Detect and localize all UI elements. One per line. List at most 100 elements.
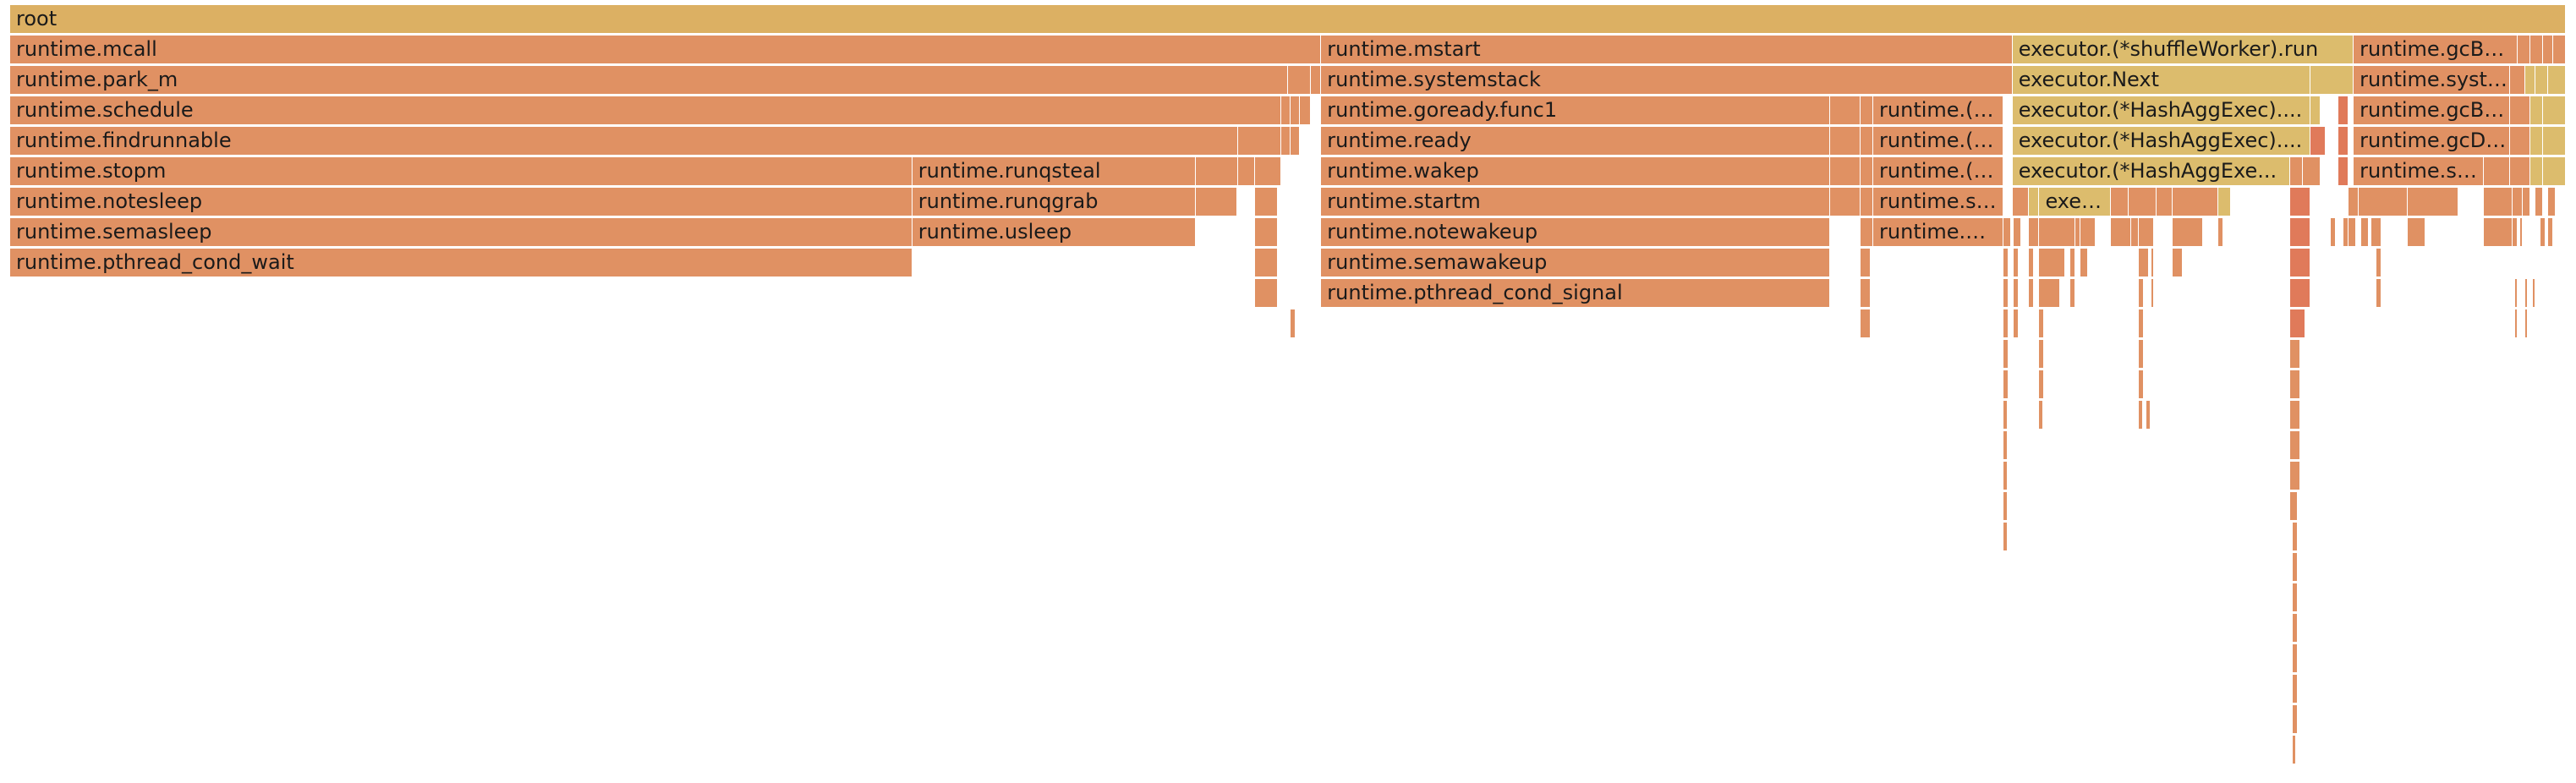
flame-frame-unlabeled[interactable] bbox=[2292, 614, 2298, 643]
flame-frame-unlabeled[interactable] bbox=[2129, 188, 2157, 216]
flame-frame-unlabeled[interactable] bbox=[1254, 188, 1278, 216]
flame-frame-unlabeled[interactable] bbox=[2524, 309, 2528, 338]
flame-frame-unlabeled[interactable] bbox=[2338, 96, 2349, 125]
flame-frame-unlabeled[interactable] bbox=[2151, 279, 2155, 308]
flame-frame-unlabeled[interactable] bbox=[2484, 218, 2513, 247]
flame-frame-unlabeled[interactable] bbox=[1299, 96, 1312, 125]
flame-frame[interactable]: runtime.s… bbox=[2354, 157, 2485, 186]
flame-frame-unlabeled[interactable] bbox=[1860, 188, 1874, 216]
flame-frame-unlabeled[interactable] bbox=[2552, 36, 2566, 64]
flame-frame-unlabeled[interactable] bbox=[2080, 218, 2096, 247]
flame-frame-unlabeled[interactable] bbox=[1860, 157, 1874, 186]
flame-frame[interactable]: root bbox=[10, 5, 2566, 34]
flame-frame-unlabeled[interactable] bbox=[2484, 157, 2510, 186]
flame-frame-unlabeled[interactable] bbox=[2535, 188, 2543, 216]
flame-frame-unlabeled[interactable] bbox=[2310, 96, 2321, 125]
flame-frame-unlabeled[interactable] bbox=[2542, 157, 2566, 186]
flame-frame-unlabeled[interactable] bbox=[1254, 218, 1278, 247]
flame-frame[interactable]: runtime.syst… bbox=[2354, 66, 2510, 95]
flame-frame[interactable]: runtime.usleep bbox=[912, 218, 1197, 247]
flame-frame-unlabeled[interactable] bbox=[2003, 279, 2009, 308]
flame-frame-unlabeled[interactable] bbox=[2484, 188, 2513, 216]
flame-frame-unlabeled[interactable] bbox=[1860, 96, 1874, 125]
flame-frame-unlabeled[interactable] bbox=[2310, 127, 2326, 156]
flame-frame-unlabeled[interactable] bbox=[2003, 492, 2008, 521]
flame-frame[interactable]: runtime.… bbox=[1873, 218, 2004, 247]
flame-frame-unlabeled[interactable] bbox=[2003, 370, 2009, 399]
flame-frame-unlabeled[interactable] bbox=[2535, 66, 2548, 95]
flame-frame[interactable]: runtime.schedule bbox=[10, 96, 1282, 125]
flame-frame-unlabeled[interactable] bbox=[2509, 157, 2530, 186]
flame-frame-unlabeled[interactable] bbox=[2289, 340, 2300, 369]
flame-frame-unlabeled[interactable] bbox=[2218, 218, 2224, 247]
flame-frame-unlabeled[interactable] bbox=[2376, 249, 2382, 277]
flame-frame-unlabeled[interactable] bbox=[2361, 218, 2370, 247]
flame-frame-unlabeled[interactable] bbox=[2349, 188, 2360, 216]
flame-frame-unlabeled[interactable] bbox=[1829, 188, 1861, 216]
flame-frame-unlabeled[interactable] bbox=[2039, 218, 2075, 247]
flame-frame-unlabeled[interactable] bbox=[2080, 249, 2088, 277]
flame-frame-unlabeled[interactable] bbox=[2172, 188, 2218, 216]
flame-frame-unlabeled[interactable] bbox=[2542, 96, 2566, 125]
flame-frame-unlabeled[interactable] bbox=[2111, 218, 2132, 247]
flame-frame[interactable]: runtime.(… bbox=[1873, 157, 2004, 186]
flame-frame-unlabeled[interactable] bbox=[2524, 66, 2535, 95]
flame-frame-unlabeled[interactable] bbox=[2139, 279, 2145, 308]
flame-frame-unlabeled[interactable] bbox=[1860, 218, 1874, 247]
flame-frame[interactable]: runtime.notesleep bbox=[10, 188, 913, 216]
flame-frame[interactable]: runtime.park_m bbox=[10, 66, 1288, 95]
flame-frame-unlabeled[interactable] bbox=[2376, 279, 2382, 308]
flame-frame-unlabeled[interactable] bbox=[1254, 157, 1282, 186]
flame-frame[interactable]: runtime.mstart bbox=[1321, 36, 2013, 64]
flame-frame-unlabeled[interactable] bbox=[2029, 218, 2040, 247]
flame-frame-unlabeled[interactable] bbox=[2029, 188, 2040, 216]
flame-frame[interactable]: runtime.notewakeup bbox=[1321, 218, 1830, 247]
flame-frame-unlabeled[interactable] bbox=[2349, 218, 2357, 247]
flame-frame-unlabeled[interactable] bbox=[2003, 401, 2008, 430]
flame-frame-unlabeled[interactable] bbox=[2289, 370, 2300, 399]
flame-frame-unlabeled[interactable] bbox=[2359, 188, 2408, 216]
flame-frame-unlabeled[interactable] bbox=[2512, 188, 2523, 216]
flame-frame-unlabeled[interactable] bbox=[1860, 249, 1871, 277]
flame-frame[interactable]: runtime.gcD… bbox=[2354, 127, 2510, 156]
flame-frame-unlabeled[interactable] bbox=[2514, 279, 2518, 308]
flame-frame-unlabeled[interactable] bbox=[2218, 188, 2232, 216]
flame-frame-unlabeled[interactable] bbox=[2529, 36, 2543, 64]
flame-frame[interactable]: runtime.gcB… bbox=[2354, 96, 2510, 125]
flame-frame-unlabeled[interactable] bbox=[2302, 157, 2321, 186]
flame-frame-unlabeled[interactable] bbox=[2003, 431, 2008, 460]
flame-frame-unlabeled[interactable] bbox=[1860, 279, 1871, 308]
flame-frame[interactable]: runtime.mcall bbox=[10, 36, 1322, 64]
flame-frame-unlabeled[interactable] bbox=[2509, 66, 2525, 95]
flame-frame-unlabeled[interactable] bbox=[2407, 188, 2459, 216]
flame-frame-unlabeled[interactable] bbox=[2172, 249, 2183, 277]
flame-frame-unlabeled[interactable] bbox=[1238, 127, 1282, 156]
flame-frame[interactable]: runtime.pthread_cond_wait bbox=[10, 249, 913, 277]
flame-frame-unlabeled[interactable] bbox=[2407, 218, 2425, 247]
flame-frame-unlabeled[interactable] bbox=[2292, 675, 2298, 704]
flame-frame[interactable]: executor.(*HashAggExec).... bbox=[2012, 127, 2310, 156]
flame-frame-unlabeled[interactable] bbox=[2289, 462, 2300, 490]
flame-frame-unlabeled[interactable] bbox=[2014, 218, 2022, 247]
flame-frame-unlabeled[interactable] bbox=[2517, 36, 2530, 64]
flame-frame[interactable]: runtime.stopm bbox=[10, 157, 913, 186]
flame-frame-unlabeled[interactable] bbox=[2172, 218, 2203, 247]
flame-frame-unlabeled[interactable] bbox=[2139, 370, 2145, 399]
flame-frame-unlabeled[interactable] bbox=[2289, 431, 2300, 460]
flame-frame-unlabeled[interactable] bbox=[2289, 218, 2310, 247]
flame-frame-unlabeled[interactable] bbox=[2003, 249, 2009, 277]
flame-frame[interactable]: runtime.semawakeup bbox=[1321, 249, 1830, 277]
flame-frame-unlabeled[interactable] bbox=[2039, 370, 2045, 399]
flame-frame-unlabeled[interactable] bbox=[2524, 279, 2528, 308]
flame-frame[interactable]: runtime.gcB… bbox=[2354, 36, 2518, 64]
flame-frame-unlabeled[interactable] bbox=[2547, 188, 2556, 216]
flame-frame-unlabeled[interactable] bbox=[2289, 492, 2298, 521]
flame-frame[interactable]: executor.Next bbox=[2012, 66, 2310, 95]
flame-frame-unlabeled[interactable] bbox=[2139, 249, 2150, 277]
flame-frame-unlabeled[interactable] bbox=[2512, 218, 2518, 247]
flame-frame-unlabeled[interactable] bbox=[1196, 157, 1239, 186]
flame-frame-unlabeled[interactable] bbox=[1829, 96, 1861, 125]
flame-frame[interactable]: runtime.ready bbox=[1321, 127, 1830, 156]
flame-frame-unlabeled[interactable] bbox=[2029, 249, 2035, 277]
flame-frame-unlabeled[interactable] bbox=[2509, 127, 2530, 156]
